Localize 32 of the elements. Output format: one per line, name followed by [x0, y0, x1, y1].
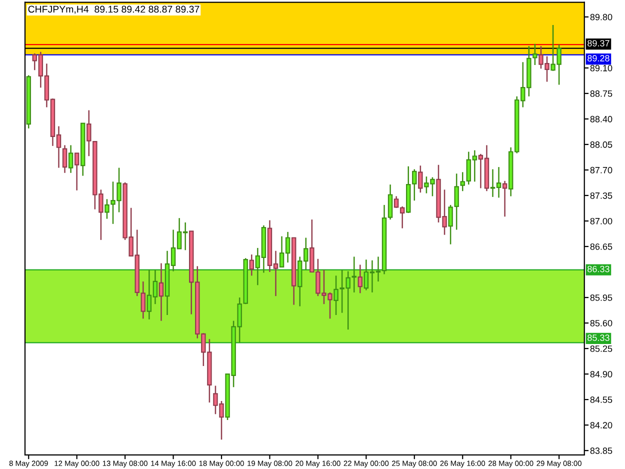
y-tick-label: 84.20 — [590, 422, 612, 428]
y-tick-label: 87.00 — [590, 218, 612, 224]
candlestick — [249, 254, 254, 276]
candlestick — [418, 164, 423, 194]
y-tick-label: 85.95 — [590, 294, 612, 301]
candlestick — [400, 206, 405, 229]
candlestick — [502, 180, 508, 218]
y-tick-label: 89.80 — [590, 14, 612, 20]
y-tick-label: 88.75 — [590, 90, 612, 97]
candlestick — [158, 262, 164, 322]
y-tick-label: 84.55 — [590, 396, 612, 403]
y-tick-label: 84.90 — [590, 371, 612, 378]
candlestick — [358, 264, 363, 294]
ref-line-label: 85.33 — [588, 334, 610, 341]
y-tick-label: 85.60 — [590, 320, 612, 326]
chart-title: CHFJPYm,H4 89.15 89.42 88.87 89.37 — [28, 6, 200, 14]
y-tick-label: 88.05 — [590, 141, 612, 148]
y-tick-label: 88.40 — [590, 116, 612, 122]
ref-line-label: 89.28 — [588, 55, 610, 62]
candlestick — [352, 256, 356, 294]
y-tick-label: 87.70 — [590, 166, 612, 174]
y-tick-label: 83.85 — [590, 448, 612, 454]
candlestick — [394, 196, 399, 208]
candlestick — [68, 144, 74, 174]
y-tick-label: 86.65 — [590, 243, 612, 250]
ref-line-label: 86.33 — [588, 266, 610, 272]
ref-line-label: 89.37 — [588, 40, 610, 46]
candlestick — [62, 144, 68, 174]
y-tick-label: 85.25 — [590, 345, 612, 352]
candlestick — [74, 152, 80, 191]
y-tick-label: 89.10 — [590, 64, 612, 72]
y-tick-label: 87.35 — [590, 192, 612, 199]
